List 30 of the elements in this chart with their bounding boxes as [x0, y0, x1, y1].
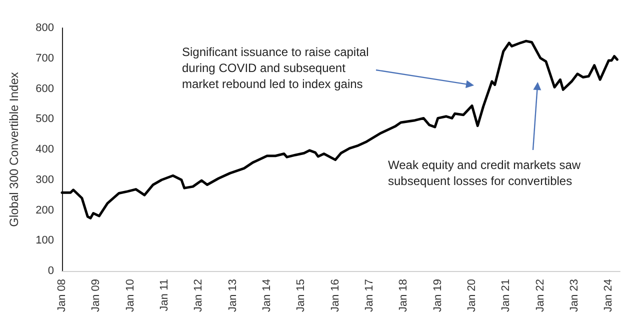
- x-tick-label: Jan 19: [432, 279, 444, 312]
- y-tick-label: 200: [36, 204, 54, 216]
- y-tick-label: 600: [36, 82, 54, 95]
- x-tick-label: Jan 14: [261, 279, 274, 312]
- x-tick-label: Jan 16: [329, 279, 342, 312]
- y-tick-label: 400: [36, 144, 54, 156]
- x-tick-label: Jan 20: [466, 279, 478, 312]
- x-tick-label: Jan 24: [602, 279, 615, 312]
- x-tick-label: Jan 17: [364, 279, 376, 312]
- x-tick-label: Jan 11: [158, 279, 171, 312]
- x-tick-label: Jan 23: [568, 279, 581, 312]
- y-tick-label: 700: [36, 52, 54, 64]
- x-tick-label: Jan 18: [398, 279, 410, 312]
- x-tick-label: Jan 21: [500, 279, 512, 312]
- y-tick-label: 800: [36, 22, 54, 34]
- y-axis-title: Global 300 Convertible Index: [7, 72, 21, 227]
- x-tick-label: Jan 08: [56, 279, 68, 312]
- y-tick-label: 300: [36, 174, 54, 186]
- x-tick-label: Jan 22: [534, 279, 546, 312]
- x-tick-label: Jan 10: [124, 279, 136, 312]
- y-tick-label: 100: [36, 234, 54, 247]
- x-tick-label: Jan 13: [226, 279, 239, 312]
- annotation: Weak equity and credit markets saw subsequent losses for convertibles: [388, 157, 582, 189]
- line-series: [60, 40, 618, 220]
- y-tick-label: 0: [48, 265, 54, 277]
- x-tick-label: Jan 15: [295, 279, 308, 312]
- y-tick-label: 500: [36, 113, 54, 126]
- x-tick-label: Jan 09: [90, 279, 102, 312]
- annotation: Significant issuance to raise capital during COVID and subsequent market rebound led to index gains: [182, 44, 370, 92]
- x-tick-label: Jan 12: [192, 279, 205, 312]
